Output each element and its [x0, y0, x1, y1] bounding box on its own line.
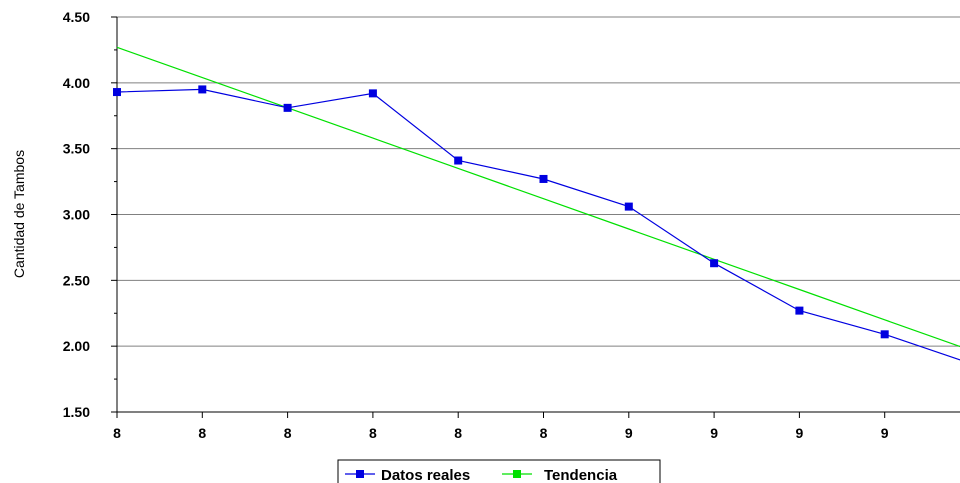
legend-swatch-marker-tendencia — [513, 470, 521, 478]
y-axis-label: Cantidad de Tambos — [11, 150, 27, 278]
data-point-0-3 — [368, 89, 377, 98]
x-tick-label-9: 9 — [881, 425, 889, 441]
y-tick-label-3: 3.00 — [63, 207, 90, 223]
data-point-0-6 — [624, 202, 633, 211]
data-point-0-4 — [454, 156, 463, 165]
x-tick-label-7: 9 — [710, 425, 718, 441]
legend-swatch-marker-datos-reales — [356, 470, 364, 478]
data-point-0-8 — [795, 306, 804, 315]
data-point-0-0 — [113, 88, 121, 97]
legend: Datos reales Tendencia — [337, 459, 661, 483]
data-point-0-2 — [283, 103, 292, 112]
x-tick-label-6: 9 — [625, 425, 633, 441]
series-layer — [113, 46, 960, 361]
x-tick-label-0: 8 — [113, 425, 121, 441]
axes — [111, 16, 960, 418]
x-tick-label-1: 8 — [198, 425, 206, 441]
x-tick-label-2: 8 — [284, 425, 292, 441]
data-point-0-9 — [880, 330, 889, 339]
x-tick-label-3: 8 — [369, 425, 377, 441]
series-line-0 — [116, 88, 960, 361]
gridlines — [117, 16, 960, 347]
legend-label-datos-reales: Datos reales — [381, 467, 470, 483]
y-tick-label-4: 3.50 — [63, 141, 90, 157]
data-point-0-1 — [198, 85, 207, 94]
y-tick-label-1: 2.00 — [63, 338, 90, 354]
y-tick-label-5: 4.00 — [63, 75, 90, 91]
x-tick-label-5: 8 — [540, 425, 548, 441]
series-line-1 — [116, 46, 960, 348]
data-point-0-7 — [710, 259, 719, 268]
y-tick-labels: 1.50 2.00 2.50 3.00 3.50 4.00 4.50 — [63, 9, 90, 420]
y-tick-label-6: 4.50 — [63, 9, 90, 25]
y-tick-label-2: 2.50 — [63, 272, 90, 288]
legend-box — [337, 459, 661, 483]
x-tick-labels: 88888899999 — [113, 425, 889, 441]
legend-item-datos-reales: Datos reales — [345, 467, 470, 483]
x-tick-label-8: 9 — [796, 425, 804, 441]
x-tick-label-4: 8 — [454, 425, 462, 441]
legend-label-tendencia: Tendencia — [544, 467, 618, 483]
legend-item-tendencia: Tendencia — [502, 467, 618, 483]
y-tick-label-0: 1.50 — [63, 404, 90, 420]
data-point-0-5 — [539, 174, 548, 183]
